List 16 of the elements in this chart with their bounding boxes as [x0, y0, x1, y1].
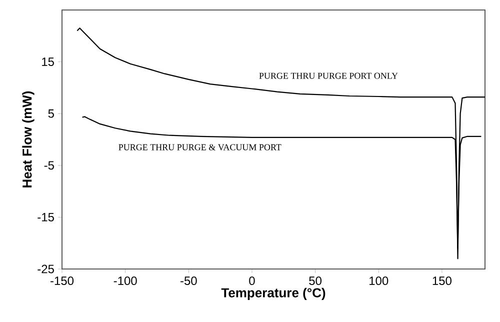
- x-tick-label: 100: [370, 276, 388, 286]
- x-tick-label: 150: [432, 276, 452, 286]
- y-tick-label: 5: [48, 109, 54, 118]
- annotation: PURGE THRU PURGE PORT ONLY: [259, 72, 398, 79]
- y-tick-label: 15: [42, 58, 54, 66]
- x-tick-label: -100: [114, 276, 137, 286]
- y-tick-label: -5: [44, 161, 54, 170]
- x-tick-label: 50: [309, 276, 322, 286]
- x-tick-label: 0: [249, 276, 255, 286]
- x-tick-label: -50: [180, 276, 197, 286]
- y-tick-label: -15: [38, 213, 54, 222]
- y-tick-label: -25: [38, 264, 54, 274]
- annotation: PURGE THRU PURGE & VACUUM PORT: [118, 144, 282, 150]
- y-axis-title: Heat Flow (mW): [22, 91, 34, 188]
- x-tick-label: -150: [50, 276, 74, 286]
- x-axis-title: Temperature (°C): [221, 288, 326, 300]
